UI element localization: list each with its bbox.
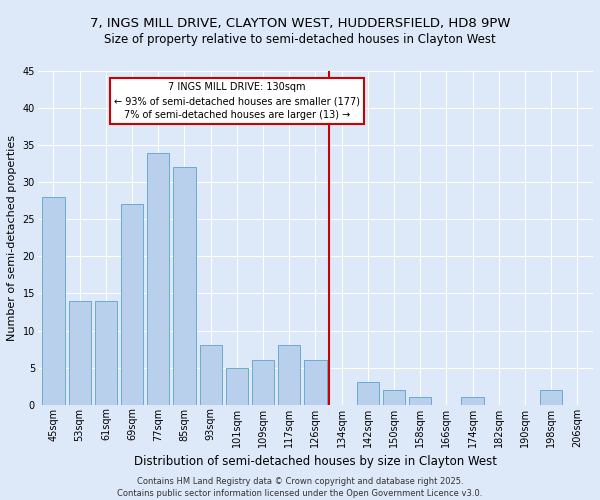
Text: 7, INGS MILL DRIVE, CLAYTON WEST, HUDDERSFIELD, HD8 9PW: 7, INGS MILL DRIVE, CLAYTON WEST, HUDDER… — [90, 18, 510, 30]
Text: Size of property relative to semi-detached houses in Clayton West: Size of property relative to semi-detach… — [104, 32, 496, 46]
Bar — [95, 301, 117, 405]
Text: 7 INGS MILL DRIVE: 130sqm
← 93% of semi-detached houses are smaller (177)
7% of : 7 INGS MILL DRIVE: 130sqm ← 93% of semi-… — [114, 82, 360, 120]
Bar — [226, 368, 248, 405]
Bar — [121, 204, 143, 404]
Bar — [461, 398, 484, 404]
Bar — [147, 152, 169, 404]
Bar — [278, 346, 301, 405]
Bar — [200, 346, 222, 405]
Bar — [356, 382, 379, 404]
Bar — [68, 301, 91, 405]
Bar — [409, 398, 431, 404]
Bar — [304, 360, 326, 405]
Bar — [540, 390, 562, 404]
Bar — [43, 197, 65, 404]
X-axis label: Distribution of semi-detached houses by size in Clayton West: Distribution of semi-detached houses by … — [134, 455, 497, 468]
Bar — [173, 168, 196, 404]
Bar — [383, 390, 405, 404]
Y-axis label: Number of semi-detached properties: Number of semi-detached properties — [7, 135, 17, 341]
Text: Contains HM Land Registry data © Crown copyright and database right 2025.
Contai: Contains HM Land Registry data © Crown c… — [118, 476, 482, 498]
Bar — [252, 360, 274, 405]
